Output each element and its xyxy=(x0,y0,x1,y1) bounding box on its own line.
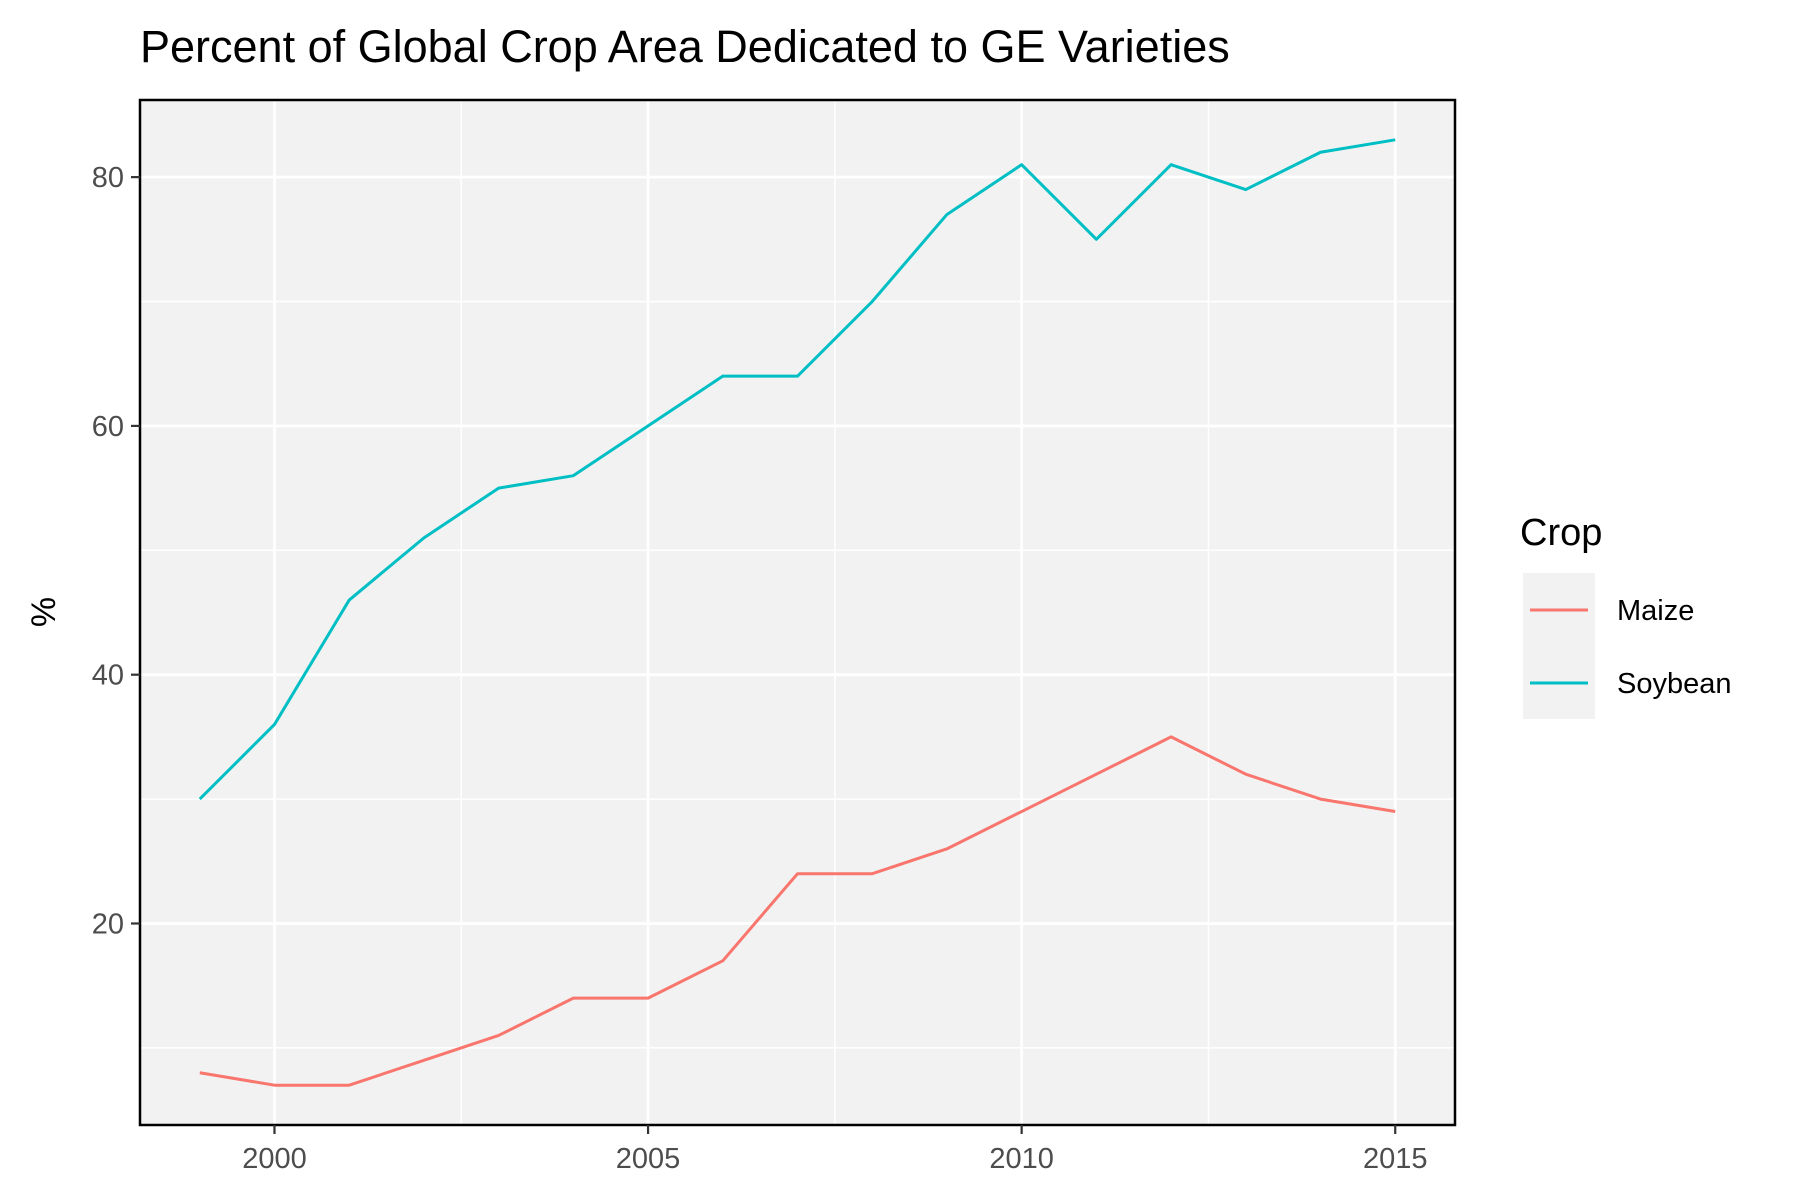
axis-tick-labels: 2000 2005 2010 2015 20 40 60 80 xyxy=(92,162,1428,1175)
axis-ticks xyxy=(131,176,1397,1134)
y-tick-label: 60 xyxy=(92,411,124,443)
plot-panel xyxy=(140,100,1455,1125)
legend-title: Crop xyxy=(1520,512,1602,554)
chart-title: Percent of Global Crop Area Dedicated to… xyxy=(140,21,1230,72)
x-tick-label: 2005 xyxy=(616,1143,681,1175)
y-axis-title: % xyxy=(25,597,63,627)
legend: Crop Maize Soybean xyxy=(1520,512,1732,719)
major-gridlines xyxy=(140,100,1455,1125)
legend-items: Maize Soybean xyxy=(1530,595,1732,700)
y-tick-label: 40 xyxy=(92,660,124,692)
series-line-soybean xyxy=(198,138,1396,801)
x-tick-label: 2010 xyxy=(989,1143,1054,1175)
series-line-maize xyxy=(199,735,1396,1087)
legend-label-maize: Maize xyxy=(1617,595,1694,627)
plot-border xyxy=(138,98,1457,1127)
legend-keys-background xyxy=(1523,573,1595,719)
y-tick-label: 20 xyxy=(92,908,124,940)
series-lines xyxy=(198,138,1396,1087)
minor-gridlines xyxy=(140,100,1455,1125)
x-tick-label: 2015 xyxy=(1363,1143,1428,1175)
x-tick-label: 2000 xyxy=(242,1143,307,1175)
legend-label-soybean: Soybean xyxy=(1617,668,1732,700)
y-tick-label: 80 xyxy=(92,162,124,194)
